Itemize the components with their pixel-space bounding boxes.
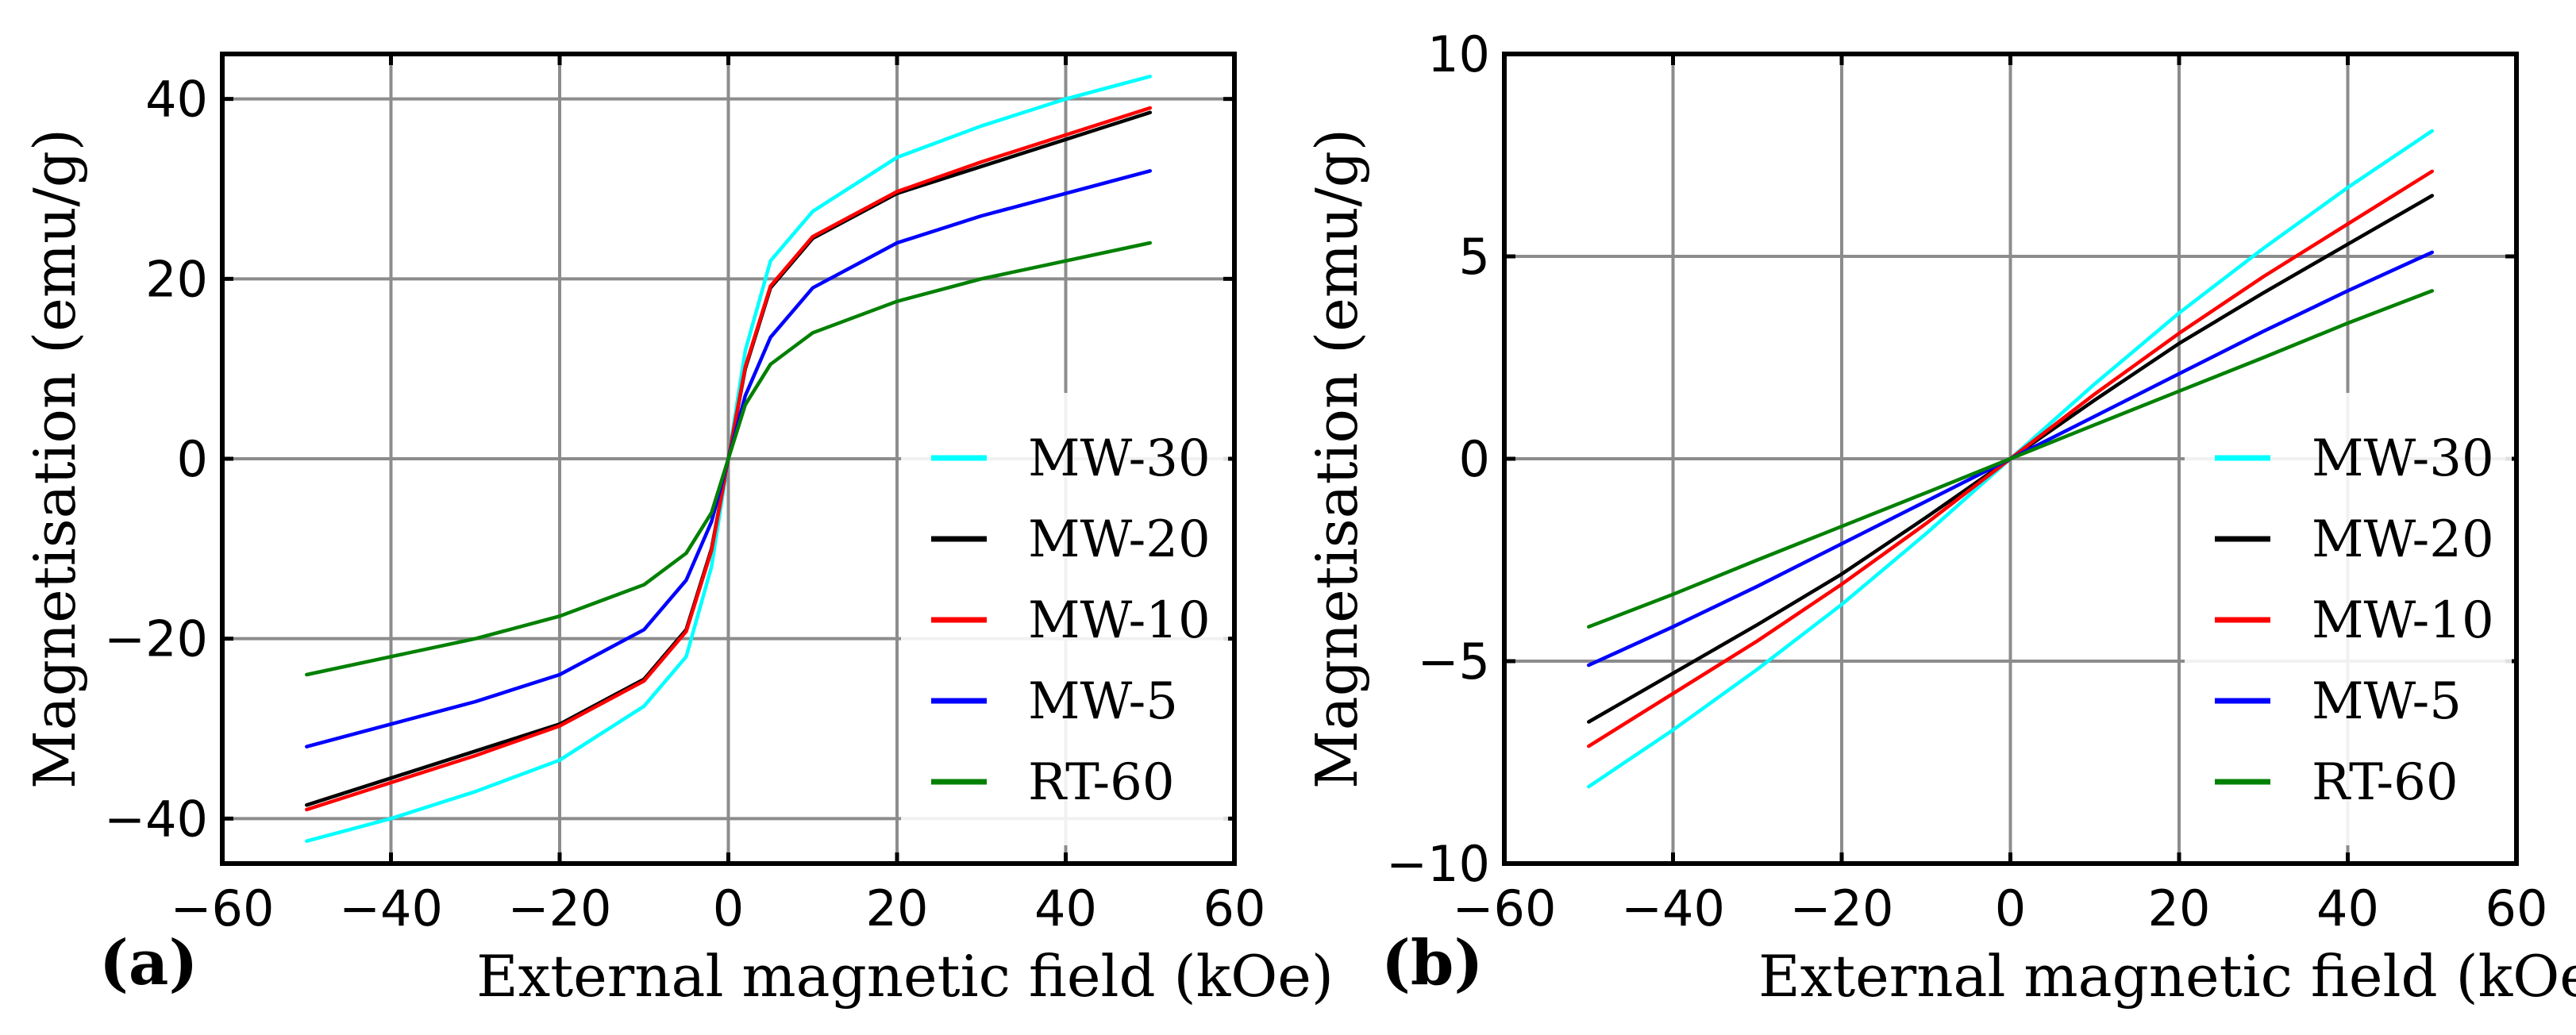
panel-label: (b) [1381, 927, 1483, 999]
chart-panel-a: −60 −40 −20 0 20 40 60 −40 −20 0 20 40 External magn… [21, 52, 1334, 1010]
y-tick-label: −20 [104, 610, 208, 668]
legend-label-mw-5: MW-5 [2312, 672, 2462, 731]
legend-label-mw-30: MW-30 [2312, 429, 2494, 488]
y-tick-label: −40 [104, 790, 208, 848]
x-tick-label: 60 [1203, 879, 1266, 937]
y-tick-label: −5 [1418, 633, 1490, 691]
x-tick-label: −40 [1621, 879, 1725, 937]
legend: MW-30 MW-20 MW-10 MW-5 RT-60 [2185, 393, 2512, 845]
legend-label-mw-10: MW-10 [1028, 591, 1211, 650]
x-tick-label: 0 [713, 879, 744, 937]
chart-panel-b: −60 −40 −20 0 20 40 60 −10 −5 0 5 10 External magnet… [1303, 25, 2576, 1010]
x-tick-label: 60 [2486, 879, 2548, 937]
x-tick-label: 20 [2148, 879, 2211, 937]
y-axis-label: Magnetisation (emu/g) [21, 129, 88, 789]
legend-label-mw-10: MW-10 [2312, 591, 2494, 650]
legend-label-mw-30: MW-30 [1028, 429, 1211, 488]
x-tick-label: −60 [1453, 879, 1557, 937]
x-tick-label: 40 [1034, 879, 1097, 937]
x-axis-label: External magnetic field (kOe) [1758, 943, 2576, 1010]
legend-label-rt-60: RT-60 [1028, 753, 1175, 812]
series-line-rt-60 [1587, 289, 2435, 629]
x-tick-label: 20 [866, 879, 929, 937]
y-tick-label: 10 [1427, 25, 1490, 83]
x-tick-label: −20 [508, 879, 612, 937]
y-tick-label: 5 [1459, 228, 1490, 286]
legend-label-mw-20: MW-20 [2312, 510, 2494, 569]
x-tick-label: −60 [171, 879, 275, 937]
series-line-rt-60 [305, 240, 1153, 677]
y-tick-label: 40 [145, 71, 208, 129]
x-tick-label: −40 [339, 879, 443, 937]
x-tick-label: 40 [2316, 879, 2379, 937]
legend-label-mw-5: MW-5 [1028, 672, 1178, 731]
x-tick-label: 0 [1995, 879, 2026, 937]
y-axis-label: Magnetisation (emu/g) [1303, 129, 1370, 789]
y-tick-label: 20 [145, 250, 208, 308]
x-tick-label: −20 [1790, 879, 1894, 937]
legend-label-rt-60: RT-60 [2312, 753, 2459, 812]
legend: MW-30 MW-20 MW-10 MW-5 RT-60 [901, 393, 1228, 845]
y-tick-label: 0 [177, 430, 208, 488]
y-tick-label: 0 [1459, 430, 1490, 488]
panel-label: (a) [99, 927, 198, 999]
x-axis-label: External magnetic field (kOe) [476, 943, 1334, 1010]
legend-label-mw-20: MW-20 [1028, 510, 1211, 569]
y-tick-label: −10 [1386, 835, 1490, 893]
